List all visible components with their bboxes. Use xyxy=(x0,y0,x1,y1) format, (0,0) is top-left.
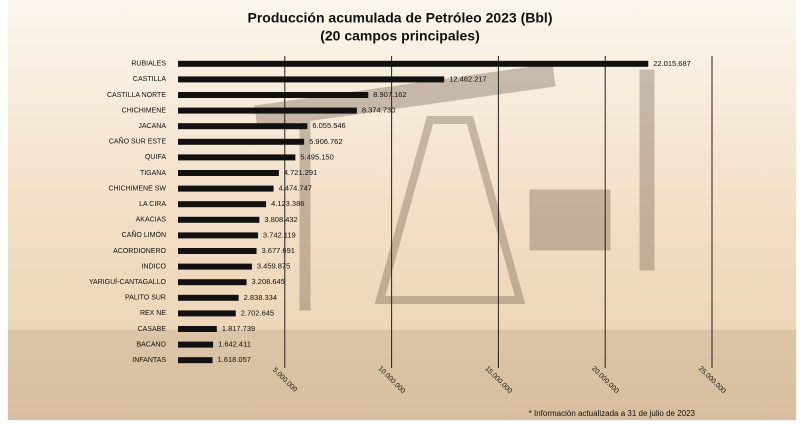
bar xyxy=(178,248,257,254)
y-tick-label: CASTILLA NORTE xyxy=(107,92,166,99)
bar xyxy=(178,326,217,332)
y-tick-label: INFANTAS xyxy=(132,357,166,364)
y-tick-label: REX NE xyxy=(140,310,166,317)
y-tick-label: INDICO xyxy=(142,263,167,270)
value-label: 3.459.875 xyxy=(257,262,290,271)
y-tick-label: CAÑO LIMÓN xyxy=(122,230,166,239)
bar xyxy=(178,154,295,160)
value-label: 8.374.730 xyxy=(362,106,395,115)
y-tick-label: CHICHIMENE SW xyxy=(108,185,166,192)
y-tick-label: CASTILLA xyxy=(133,76,166,83)
value-label: 3.742.119 xyxy=(263,230,296,239)
footnote: * Información actualizada a 31 de julio … xyxy=(529,409,696,418)
y-tick-label: CAÑO SUR ESTE xyxy=(109,137,167,146)
value-label: 4.474.747 xyxy=(279,184,312,193)
chart-title: Producción acumulada de Petróleo 2023 (B… xyxy=(248,10,553,26)
bar xyxy=(178,139,304,145)
value-label: 1.618.057 xyxy=(218,355,251,364)
bar xyxy=(178,357,213,363)
y-tick-label: CHICHIMENE xyxy=(122,107,167,114)
value-label: 5.906.762 xyxy=(309,137,342,146)
value-label: 12.462.217 xyxy=(449,74,487,83)
value-label: 8.907.162 xyxy=(373,90,406,99)
y-tick-label: BACANO xyxy=(136,341,166,348)
value-label: 2.702.645 xyxy=(241,308,274,317)
bar xyxy=(178,342,213,348)
bar xyxy=(178,92,368,98)
value-label: 3.808.432 xyxy=(264,215,297,224)
bar xyxy=(178,295,239,301)
y-tick-label: LA CIRA xyxy=(139,201,166,208)
bar xyxy=(178,310,236,316)
y-tick-label: TIGANA xyxy=(140,170,166,177)
bar xyxy=(178,279,247,285)
bar xyxy=(178,201,266,207)
y-tick-label: ACORDIONERO xyxy=(113,248,166,255)
value-label: 1.817.739 xyxy=(222,324,255,333)
value-label: 2.838.334 xyxy=(244,293,277,302)
bar xyxy=(178,232,258,238)
y-tick-label: CASABE xyxy=(138,326,167,333)
bar xyxy=(178,108,357,114)
bar xyxy=(178,186,274,192)
value-label: 6.055.546 xyxy=(312,121,345,130)
bar xyxy=(178,217,259,223)
bar xyxy=(178,170,279,176)
value-label: 4.721.291 xyxy=(284,168,317,177)
bar xyxy=(178,264,252,270)
value-label: 5.495.150 xyxy=(300,152,333,161)
y-tick-label: RUBIALES xyxy=(131,61,166,68)
bar xyxy=(178,76,444,82)
value-label: 4.123.386 xyxy=(271,199,304,208)
y-tick-label: QUIFA xyxy=(145,154,166,161)
value-label: 1.642.411 xyxy=(218,340,251,349)
bar xyxy=(178,123,307,129)
value-label: 3.677.691 xyxy=(262,246,295,255)
chart: Producción acumulada de Petróleo 2023 (B… xyxy=(0,0,801,424)
y-tick-label: PALITO SUR xyxy=(125,295,166,302)
y-tick-label: AKACIAS xyxy=(136,217,167,224)
chart-subtitle: (20 campos principales) xyxy=(320,28,480,44)
value-label: 22.015.687 xyxy=(653,59,691,68)
bar xyxy=(178,61,648,67)
y-tick-label: JACANA xyxy=(138,123,166,130)
value-label: 3.208.645 xyxy=(252,277,285,286)
y-tick-label: YARIGUÍ-CANTAGALLO xyxy=(89,277,167,286)
